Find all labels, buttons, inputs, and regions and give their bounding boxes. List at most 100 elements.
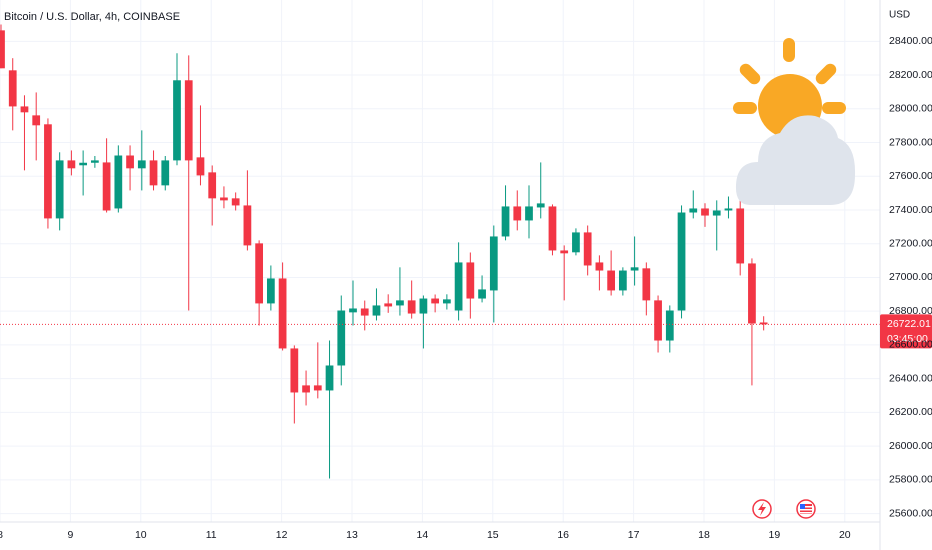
y-tick-label: 27200.00 — [889, 237, 932, 249]
x-tick-label: 17 — [628, 529, 640, 541]
candle-body — [161, 160, 170, 186]
candle-body — [466, 262, 475, 299]
candle-body — [642, 268, 651, 301]
candle-body — [173, 80, 181, 161]
x-tick-label: 16 — [557, 529, 569, 541]
y-tick-label: 27600.00 — [889, 170, 932, 182]
candle-body — [407, 300, 416, 314]
y-tick-label: 26200.00 — [889, 406, 932, 418]
y-tick-label: 28400.00 — [889, 35, 932, 47]
y-tick-label: 26800.00 — [889, 305, 932, 317]
candle-body — [724, 208, 733, 211]
candle-body — [513, 206, 522, 221]
y-tick-label: 27000.00 — [889, 271, 932, 283]
y-tick-label: 27800.00 — [889, 136, 932, 148]
candle-body — [431, 298, 440, 304]
candle-body — [372, 305, 381, 316]
candle-body — [583, 232, 592, 266]
candle-body — [525, 206, 533, 221]
candle-body — [90, 160, 99, 163]
candle-body — [20, 106, 29, 113]
candle-body — [313, 385, 322, 391]
candle-body — [489, 236, 498, 291]
countdown-label: 03:45:00 — [887, 333, 928, 345]
candle-body — [126, 155, 134, 169]
candle-body — [396, 300, 404, 306]
candle-body — [231, 198, 240, 206]
candle-body — [548, 206, 557, 251]
x-tick-label: 9 — [67, 529, 73, 541]
x-tick-label: 19 — [769, 529, 781, 541]
last-price-label: 26722.01 — [887, 318, 931, 330]
candle-body — [689, 208, 698, 213]
y-tick-label: 27400.00 — [889, 204, 932, 216]
candle-body — [278, 278, 287, 349]
candle-body — [384, 303, 393, 307]
candle-body — [560, 250, 569, 254]
last-price-box — [880, 314, 932, 349]
candle-body — [478, 289, 486, 299]
candle-body — [325, 365, 334, 391]
y-tick-label: 25800.00 — [889, 474, 932, 486]
candle-body — [701, 208, 709, 216]
candle-body — [360, 308, 369, 316]
x-tick-label: 12 — [276, 529, 288, 541]
candle-body — [8, 70, 17, 107]
candle-body — [290, 348, 299, 393]
candle-body — [184, 80, 193, 161]
candle-body — [302, 385, 310, 393]
x-tick-label: 15 — [487, 529, 499, 541]
y-tick-label: 28000.00 — [889, 103, 932, 115]
candle-body — [67, 160, 76, 169]
x-tick-label: 10 — [135, 529, 147, 541]
candle-body — [255, 243, 264, 304]
candle-body — [572, 232, 580, 253]
event-icons — [752, 499, 816, 519]
candle-body — [266, 278, 275, 304]
candle-body — [102, 162, 111, 211]
candle-body — [337, 310, 346, 366]
candle-body — [665, 310, 674, 341]
candle-body — [32, 115, 41, 126]
x-tick-label: 8 — [0, 529, 3, 541]
candle-body — [630, 267, 639, 271]
candle-body — [677, 212, 686, 311]
candle-body — [736, 208, 745, 264]
candle-body — [654, 300, 662, 341]
candle-body — [419, 298, 428, 314]
candle-body — [149, 160, 158, 186]
candle-body — [501, 206, 510, 237]
y-tick-label: 28200.00 — [889, 69, 932, 81]
candle-body — [137, 160, 146, 169]
x-tick-label: 20 — [839, 529, 851, 541]
candle-body — [618, 270, 627, 291]
candle-body — [0, 30, 5, 69]
x-tick-label: 18 — [698, 529, 710, 541]
weather-icon — [733, 38, 856, 205]
candle-body — [114, 155, 123, 209]
candle-body — [220, 197, 228, 201]
candle-body — [748, 263, 756, 324]
candle-body — [208, 172, 217, 199]
candle-body — [196, 157, 205, 176]
candle-body — [536, 203, 545, 208]
candle-body — [44, 124, 52, 219]
candle-body — [595, 262, 604, 271]
candle-body — [243, 205, 252, 246]
candle-body — [454, 262, 463, 311]
candle-body — [759, 322, 768, 325]
x-tick-label: 13 — [346, 529, 358, 541]
y-tick-label: 25600.00 — [889, 507, 932, 519]
candles — [0, 24, 880, 479]
x-tick-label: 14 — [417, 529, 429, 541]
price-tag: 26722.01 03:45:00 — [880, 314, 932, 349]
x-tick-label: 11 — [206, 529, 217, 541]
candle-body — [607, 270, 616, 291]
candle-body — [349, 308, 357, 313]
candle-body — [712, 210, 721, 216]
candle-body — [55, 160, 64, 219]
y-tick-label: 26400.00 — [889, 372, 932, 384]
y-tick-label: 26000.00 — [889, 440, 932, 452]
candle-body — [79, 162, 88, 166]
